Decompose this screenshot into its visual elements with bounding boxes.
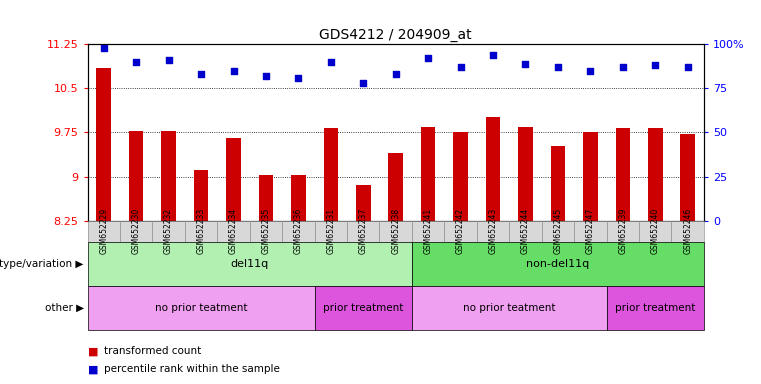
Text: GSM652235: GSM652235 <box>262 208 270 255</box>
Text: GSM652240: GSM652240 <box>651 208 660 255</box>
Bar <box>454 132 468 221</box>
Point <box>584 68 597 74</box>
Text: GSM652241: GSM652241 <box>424 208 433 255</box>
Bar <box>616 128 630 221</box>
Text: GSM652242: GSM652242 <box>456 208 465 255</box>
Text: GSM652243: GSM652243 <box>489 208 498 255</box>
Bar <box>97 68 111 221</box>
Text: non-del11q: non-del11q <box>527 259 590 269</box>
Bar <box>356 185 371 221</box>
Bar <box>583 132 597 221</box>
Point <box>228 68 240 74</box>
Bar <box>161 131 176 221</box>
Point <box>552 64 564 70</box>
Point <box>390 71 402 77</box>
Point <box>520 61 532 67</box>
Point <box>422 55 435 61</box>
Text: GSM652231: GSM652231 <box>326 208 336 255</box>
Text: no prior teatment: no prior teatment <box>154 303 247 313</box>
Point <box>487 52 499 58</box>
Text: percentile rank within the sample: percentile rank within the sample <box>104 364 280 374</box>
Point <box>649 62 661 68</box>
Text: ■: ■ <box>88 364 101 374</box>
Text: ■: ■ <box>88 346 101 356</box>
Bar <box>194 170 209 221</box>
Bar <box>291 175 306 221</box>
Point <box>163 57 175 63</box>
Text: GSM652237: GSM652237 <box>358 208 368 255</box>
Bar <box>486 117 500 221</box>
Bar <box>518 127 533 221</box>
Text: GSM652239: GSM652239 <box>619 208 627 255</box>
Point <box>195 71 207 77</box>
Text: prior treatment: prior treatment <box>615 303 696 313</box>
Bar <box>226 138 240 221</box>
Text: GSM652244: GSM652244 <box>521 208 530 255</box>
Text: GSM652233: GSM652233 <box>196 208 205 255</box>
Text: GSM652238: GSM652238 <box>391 208 400 255</box>
Text: GSM652234: GSM652234 <box>229 208 238 255</box>
Bar <box>680 134 695 221</box>
Bar <box>388 153 403 221</box>
Point <box>357 80 369 86</box>
Text: genotype/variation ▶: genotype/variation ▶ <box>0 259 84 269</box>
Point <box>454 64 466 70</box>
Bar <box>421 127 435 221</box>
Point <box>260 73 272 79</box>
Text: other ▶: other ▶ <box>45 303 84 313</box>
Text: GSM652247: GSM652247 <box>586 208 595 255</box>
Bar <box>259 175 273 221</box>
Text: del11q: del11q <box>231 259 269 269</box>
Text: GSM652232: GSM652232 <box>164 208 173 255</box>
Text: transformed count: transformed count <box>104 346 202 356</box>
Bar <box>129 131 144 221</box>
Text: no prior teatment: no prior teatment <box>463 303 556 313</box>
Text: prior treatment: prior treatment <box>323 303 403 313</box>
Text: GSM652246: GSM652246 <box>683 208 693 255</box>
Text: GSM652245: GSM652245 <box>553 208 562 255</box>
Text: GSM652229: GSM652229 <box>99 208 108 255</box>
Text: GSM652236: GSM652236 <box>294 208 303 255</box>
Bar <box>551 146 565 221</box>
Point <box>616 64 629 70</box>
Point <box>325 59 337 65</box>
Point <box>130 59 142 65</box>
Bar <box>323 128 338 221</box>
Text: GSM652230: GSM652230 <box>132 208 141 255</box>
Point <box>292 74 304 81</box>
Point <box>97 45 110 51</box>
Title: GDS4212 / 204909_at: GDS4212 / 204909_at <box>320 28 472 42</box>
Point <box>682 64 694 70</box>
Bar <box>648 128 663 221</box>
